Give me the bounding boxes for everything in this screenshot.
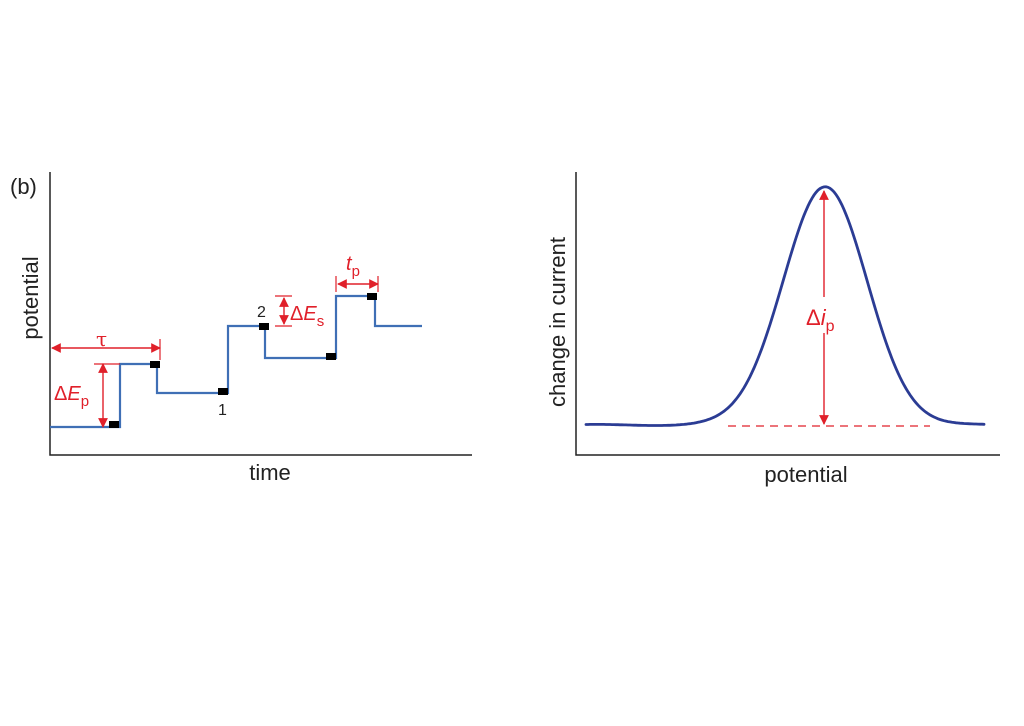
tp-sub: p <box>352 263 360 280</box>
delta-ip-label: Δip <box>806 305 835 335</box>
delta-es-sub: s <box>317 313 325 330</box>
tau-label: τ <box>96 327 107 351</box>
pulse-waveform <box>50 294 422 429</box>
sample-marker <box>150 361 160 368</box>
sample-label-2: 2 <box>257 304 266 321</box>
sample-marker <box>326 353 336 360</box>
delta-ep-var: E <box>67 383 81 405</box>
tp-label: tp <box>346 253 360 280</box>
left-axes <box>49 172 472 456</box>
delta-es-delta: Δ <box>290 303 303 325</box>
sample-marker <box>259 323 269 330</box>
delta-ep-delta: Δ <box>54 383 67 405</box>
sample-label-1: 1 <box>218 402 227 419</box>
sample-markers <box>109 293 377 428</box>
panel-label: (b) <box>10 174 37 199</box>
left-xlabel: time <box>249 460 291 485</box>
delta-ip-var: i <box>821 305 827 330</box>
delta-ip-delta: Δ <box>806 305 821 330</box>
sample-marker <box>218 388 228 395</box>
delta-ip-sub: p <box>826 318 835 335</box>
delta-es-var: E <box>303 303 317 325</box>
tp-var: t <box>346 253 353 275</box>
right-plot: Δip potential change in current <box>545 172 1000 487</box>
peak-curve <box>584 185 986 427</box>
left-ylabel: potential <box>18 256 43 339</box>
left-plot: 1 2 τ ΔEp ΔEs tp time potential <box>18 172 472 485</box>
delta-ip-label-bg <box>800 297 850 333</box>
right-xlabel: potential <box>764 462 847 487</box>
sample-marker <box>109 421 119 428</box>
right-ylabel: change in current <box>545 237 570 407</box>
delta-es-label: ΔEs <box>290 303 324 330</box>
delta-ep-label: ΔEp <box>54 383 89 410</box>
right-axes <box>575 172 1000 456</box>
delta-ep-sub: p <box>81 393 89 410</box>
sample-marker <box>367 293 377 300</box>
